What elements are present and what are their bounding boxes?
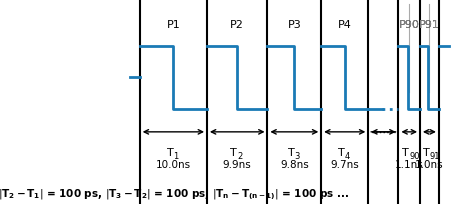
Text: 9.7ns: 9.7ns <box>330 159 359 169</box>
Text: P4: P4 <box>338 20 352 30</box>
Text: T: T <box>287 147 294 158</box>
Text: T: T <box>423 147 430 158</box>
Text: 9.8ns: 9.8ns <box>280 159 309 169</box>
Text: T: T <box>403 147 409 158</box>
Text: T: T <box>230 147 237 158</box>
Text: P91: P91 <box>419 20 440 30</box>
Text: 90: 90 <box>409 151 420 160</box>
Text: $|\mathbf{T_2 - T_1}|$ = 100 ps, $|\mathbf{T_3 - T_2}|$ = 100 ps, $|\mathbf{T_n : $|\mathbf{T_2 - T_1}|$ = 100 ps, $|\math… <box>0 186 349 201</box>
Text: 1.0ns: 1.0ns <box>415 159 444 169</box>
Text: T: T <box>338 147 345 158</box>
Text: P90: P90 <box>399 20 420 30</box>
Text: 2: 2 <box>237 151 243 160</box>
Text: T: T <box>167 147 173 158</box>
Text: P3: P3 <box>287 20 301 30</box>
Text: P2: P2 <box>230 20 244 30</box>
Text: P90: P90 <box>399 20 420 30</box>
Text: P1: P1 <box>166 20 180 30</box>
Text: 3: 3 <box>294 151 300 160</box>
Text: 10.0ns: 10.0ns <box>156 159 191 169</box>
Text: 91: 91 <box>430 151 440 160</box>
Text: 9.9ns: 9.9ns <box>223 159 252 169</box>
Text: 1: 1 <box>173 151 179 160</box>
Text: 4: 4 <box>345 151 350 160</box>
Text: P91: P91 <box>419 20 440 30</box>
Text: 1.1ns: 1.1ns <box>395 159 424 169</box>
